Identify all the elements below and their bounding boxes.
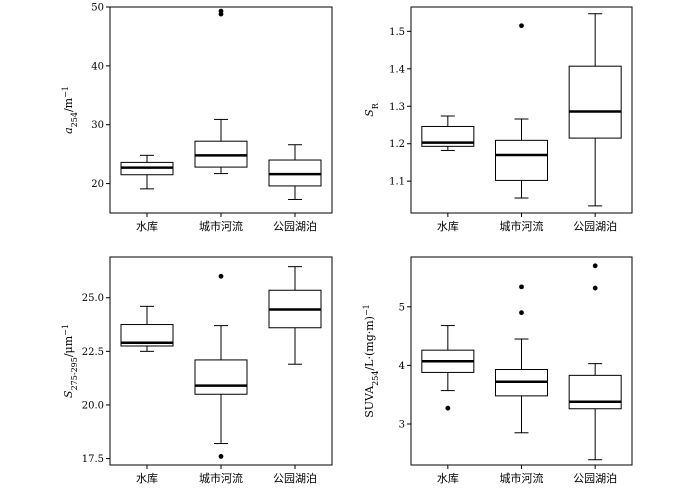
y-axis-label-part: R — [371, 102, 380, 109]
box-水库 — [120, 154, 174, 190]
iqr-box — [568, 65, 622, 139]
y-tick-label: 5 — [399, 302, 405, 313]
box-公园湖泊 — [568, 13, 622, 207]
y-axis-label-part: /μm — [62, 335, 75, 357]
box-公园湖泊 — [568, 263, 622, 461]
chart-panel-2: 1.1 1.2 1.3 1.4 1.5 水库 城市河流 公园湖泊 SR — [363, 6, 633, 233]
box-公园湖泊 — [268, 144, 322, 200]
y-tick-label: 50 — [91, 3, 104, 14]
y-tick-label: 1.3 — [389, 102, 405, 113]
y-tick-label: 40 — [91, 61, 104, 72]
iqr-box — [495, 139, 548, 181]
iqr-box — [194, 359, 248, 395]
iqr-box — [568, 374, 622, 410]
x-category-label: 公园湖泊 — [573, 220, 617, 233]
outlier-point — [592, 263, 598, 269]
outlier-point — [218, 273, 224, 279]
y-axis-label-part: /m — [62, 97, 75, 112]
x-category-label: 水库 — [136, 472, 158, 485]
y-tick-label: 1.1 — [389, 177, 405, 188]
y-axis-label: SUVA254/L·(mg·m)−1 — [362, 304, 380, 418]
y-tick-label: 1.5 — [389, 27, 405, 38]
y-tick-label: 3 — [399, 419, 405, 430]
outlier-point — [592, 285, 598, 291]
x-category-label: 公园湖泊 — [273, 220, 317, 233]
outlier-point — [519, 284, 524, 290]
y-axis-label-part: S — [62, 390, 75, 398]
y-axis-label-part: 275-295 — [70, 357, 79, 390]
box-城市河流 — [495, 284, 548, 434]
box-水库 — [421, 115, 475, 151]
x-category-label: 公园湖泊 — [273, 472, 317, 485]
outlier-point — [218, 454, 224, 459]
chart-panel-1: 20 30 40 50 水库 城市河流 公园湖泊 a254/m−1 — [61, 3, 333, 233]
x-category-label: 城市河流 — [199, 471, 243, 485]
x-category-label: 城市河流 — [500, 219, 544, 233]
y-tick-label: 30 — [91, 120, 104, 131]
y-tick-label: 4 — [399, 361, 405, 372]
y-axis-label: a254/m−1 — [61, 86, 79, 134]
box-城市河流 — [194, 8, 248, 175]
outlier-point — [218, 8, 224, 14]
outlier-point — [445, 405, 451, 411]
box-水库 — [421, 325, 475, 411]
box-公园湖泊 — [268, 266, 322, 365]
box-城市河流 — [194, 273, 248, 459]
y-axis-label-part: −1 — [61, 86, 70, 98]
y-tick-label: 1.4 — [389, 64, 405, 75]
y-axis-label-part: /L·(mg·m) — [363, 316, 376, 371]
y-axis-label-part: SUVA — [363, 385, 376, 418]
outlier-point — [519, 23, 524, 29]
y-axis-label-part: −1 — [61, 324, 70, 336]
box-城市河流 — [495, 23, 548, 199]
iqr-box — [120, 324, 174, 347]
x-category-label: 公园湖泊 — [573, 472, 617, 485]
y-axis-label-part: 254 — [70, 112, 79, 127]
y-tick-label: 20 — [91, 179, 104, 190]
y-axis-label-part: 254 — [371, 371, 380, 386]
chart-panel-4: 3 4 5 水库 城市河流 公园湖泊 SUVA254/L·(mg·m)−1 — [362, 256, 633, 485]
y-axis-label-part: −1 — [362, 304, 371, 316]
x-category-label: 水库 — [136, 220, 158, 233]
outlier-point — [519, 310, 524, 316]
y-tick-label: 17.5 — [82, 454, 104, 465]
y-tick-label: 22.5 — [82, 347, 104, 358]
chart-panel-3: 17.5 20.0 22.5 25.0 水库 城市河流 公园湖泊 S275-295/μm−1 — [61, 256, 333, 485]
y-axis-label-part: S — [363, 109, 376, 117]
y-tick-label: 25.0 — [82, 293, 104, 304]
box-水库 — [120, 305, 174, 352]
x-category-label: 城市河流 — [199, 219, 243, 233]
y-tick-label: 20.0 — [82, 400, 104, 411]
y-axis-label-part: a — [62, 127, 75, 134]
y-axis-label: SR — [363, 102, 380, 117]
x-category-label: 水库 — [437, 472, 459, 485]
y-axis-label: S275-295/μm−1 — [61, 324, 79, 398]
x-category-label: 城市河流 — [500, 471, 544, 485]
x-category-label: 水库 — [437, 220, 459, 233]
y-tick-label: 1.2 — [389, 139, 405, 150]
